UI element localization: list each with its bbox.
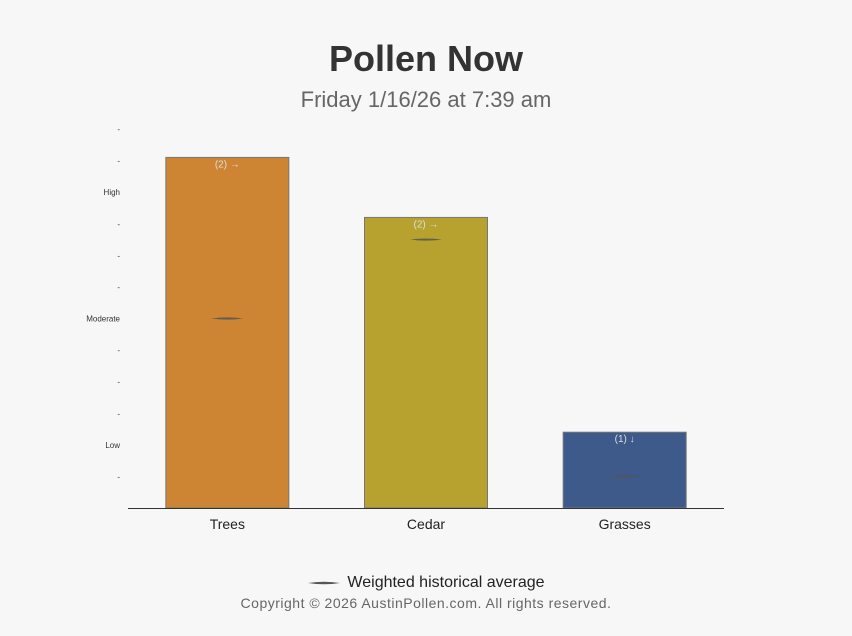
y-tick-label: High [104,188,120,197]
y-tick-label: - [117,220,120,229]
bar-trend-label: (1) ↓ [615,434,635,445]
legend-label: Weighted historical average [347,574,545,591]
x-tick-label: Trees [210,516,245,532]
y-tick-label: - [117,378,120,387]
legend: Weighted historical average [0,574,852,592]
copyright-text: Copyright © 2026 AustinPollen.com. All r… [240,595,612,611]
y-axis: - Low - - - Moderate - - - High - - [86,125,120,481]
y-tick-label: - [117,283,120,292]
y-tick-label: Low [105,441,120,450]
historical-average-markers [211,238,641,478]
bar-trend-label: (2) → [215,159,240,170]
historical-average-marker [211,317,244,320]
bar-labels: (2) → (2) → (1) ↓ [215,159,635,445]
y-tick-label: - [117,125,120,134]
y-tick-label: - [117,472,120,481]
y-tick-label: - [117,251,120,260]
x-axis: Trees Cedar Grasses [128,508,724,532]
x-tick-label: Grasses [599,516,651,532]
y-tick-label: Moderate [86,315,120,324]
bar-trees [165,156,290,509]
y-tick-label: - [117,157,120,166]
historical-average-marker [410,238,442,241]
bar-trend-label: (2) → [414,219,439,230]
chart-title: Pollen Now [328,38,523,79]
y-tick-label: - [117,409,120,418]
y-tick-label: - [117,346,120,355]
x-tick-label: Cedar [407,516,445,532]
bars [165,156,687,509]
bar-cedar [364,216,488,509]
historical-average-marker [608,475,641,478]
historical-average-legend-icon [308,581,341,585]
chart-subtitle: Friday 1/16/26 at 7:39 am [300,87,552,112]
